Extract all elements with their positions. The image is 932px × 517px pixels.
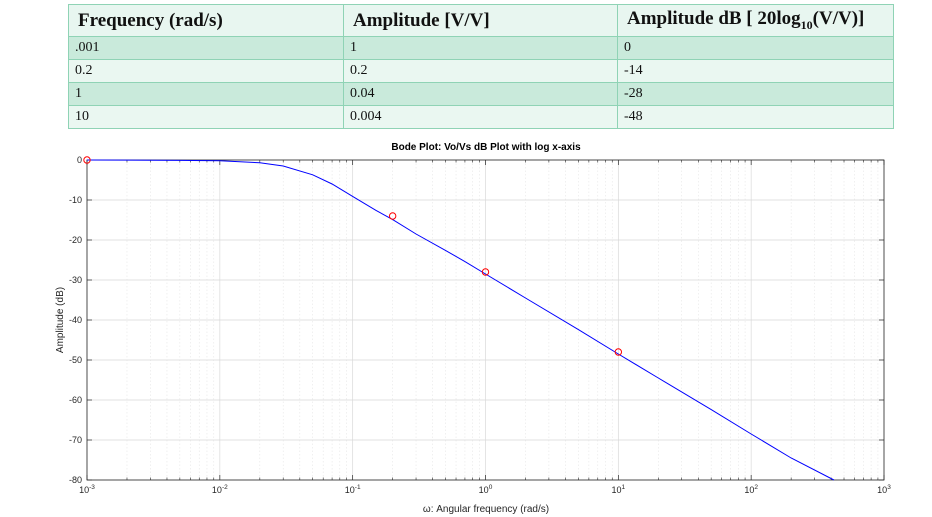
cell-amplitude: 0.004 — [343, 105, 618, 129]
cell-amplitude: 1 — [343, 36, 618, 60]
header-db-prefix: Amplitude dB [ 20log — [627, 8, 801, 30]
bode-magnitude-line — [86, 159, 835, 481]
series — [83, 156, 835, 481]
y-tick-label: -70 — [69, 435, 82, 445]
x-axis-label: ω: Angular frequency (rad/s) — [423, 504, 549, 515]
cell-amplitude: 0.2 — [343, 59, 618, 83]
table-row: 10 0.004 -48 — [68, 105, 894, 129]
y-axis-label: Amplitude (dB) — [55, 287, 66, 353]
header-db-subscript: 10 — [800, 17, 813, 32]
y-tick-label: -50 — [69, 355, 82, 365]
header-amplitude-db: Amplitude dB [ 20log10(V/V)] — [617, 4, 894, 37]
data-table: Frequency (rad/s) Amplitude [V/V] Amplit… — [68, 4, 894, 129]
bode-plot: Bode Plot: Vo/Vs dB Plot with log x-axis… — [55, 142, 891, 515]
x-tick-label: 103 — [877, 484, 891, 495]
axis-ticks: 10-3 10-2 10-1 100 101 102 103 0 -10 -20 -30 -40 -50… — [69, 155, 891, 495]
header-frequency: Frequency (rad/s) — [68, 4, 344, 37]
chart-title: Bode Plot: Vo/Vs dB Plot with log x-axis — [391, 142, 581, 153]
y-tick-label: -20 — [69, 235, 82, 245]
y-tick-label: -80 — [69, 475, 82, 485]
cell-db: 0 — [617, 36, 894, 60]
cell-frequency: 1 — [68, 82, 344, 106]
table-row: 0.2 0.2 -14 — [68, 59, 894, 83]
cell-frequency: 10 — [68, 105, 344, 129]
x-tick-label: 10-1 — [345, 484, 361, 495]
x-tick-label: 10-2 — [212, 484, 228, 495]
cell-frequency: .001 — [68, 36, 344, 60]
data-point-marker — [481, 268, 490, 276]
data-point-marker — [83, 156, 91, 164]
data-point-marker — [614, 348, 623, 356]
cell-db: -48 — [617, 105, 894, 129]
header-db-suffix: (V/V)] — [812, 8, 865, 30]
cell-db: -14 — [617, 59, 894, 83]
y-tick-label: -60 — [69, 395, 82, 405]
y-tick-label: 0 — [77, 155, 82, 165]
x-tick-label: 10-3 — [79, 484, 95, 495]
table-header-row: Frequency (rad/s) Amplitude [V/V] Amplit… — [68, 4, 894, 37]
x-tick-label: 101 — [612, 484, 626, 495]
grid — [86, 159, 885, 481]
y-tick-label: -40 — [69, 315, 82, 325]
data-point-marker — [388, 212, 397, 220]
cell-frequency: 0.2 — [68, 59, 344, 83]
y-tick-label: -30 — [69, 275, 82, 285]
table-row: 1 0.04 -28 — [68, 82, 894, 106]
x-tick-label: 102 — [744, 484, 758, 495]
y-tick-label: -10 — [69, 195, 82, 205]
x-tick-label: 100 — [479, 484, 493, 495]
cell-amplitude: 0.04 — [343, 82, 618, 106]
header-amplitude: Amplitude [V/V] — [343, 4, 618, 37]
table-row: .001 1 0 — [68, 36, 894, 60]
cell-db: -28 — [617, 82, 894, 106]
